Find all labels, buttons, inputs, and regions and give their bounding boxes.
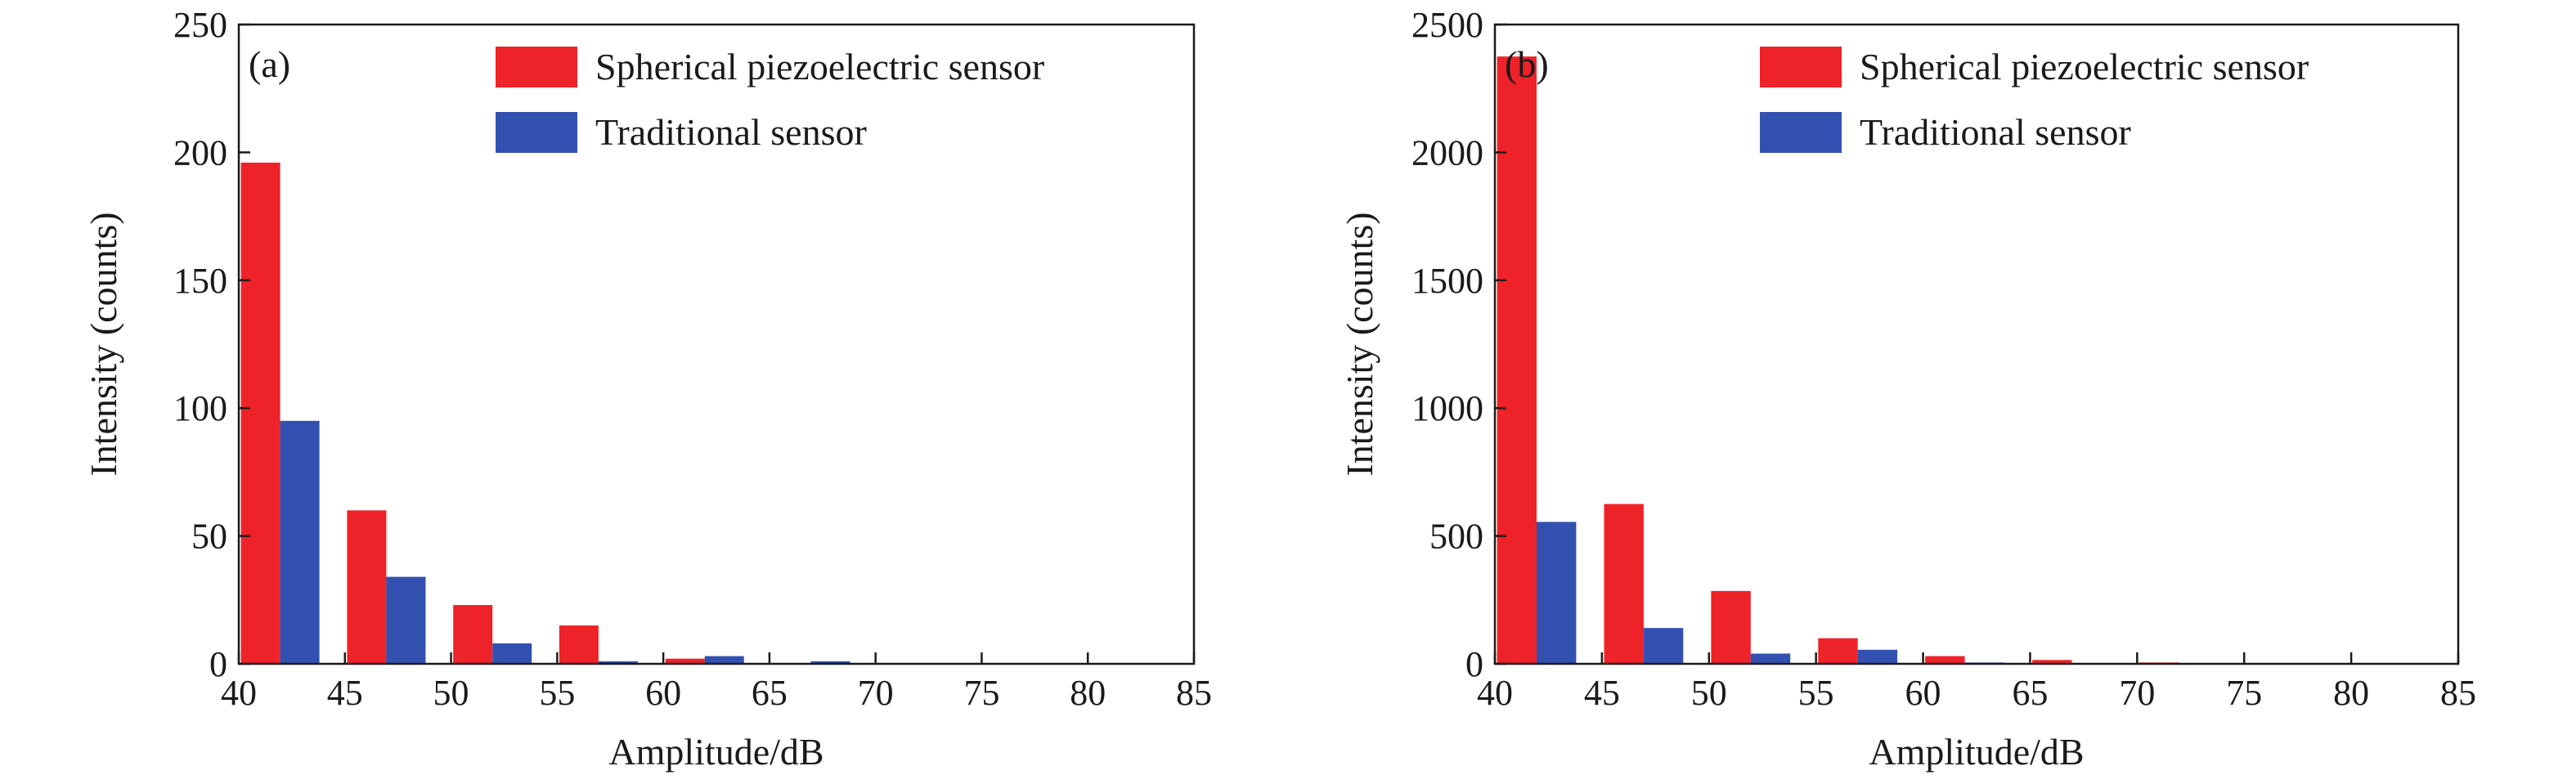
panel-a-bar-spherical-55: [559, 625, 599, 664]
panel-a-y-tick-label: 200: [173, 132, 227, 172]
panel-b-bar-spherical-45: [1604, 504, 1644, 665]
panel-a-x-tick-label: 65: [752, 673, 788, 713]
figure: 40 45 50 55 60 65 70 75 80 85050100150200250Ampli…: [0, 0, 2576, 784]
panel-b-x-tick-label: 80: [2333, 673, 2369, 713]
panel-b-x-tick-label: 50: [1691, 673, 1727, 713]
panel-b-bar-spherical-60: [1925, 656, 1964, 664]
panel-b-x-tick-label: 65: [2012, 673, 2048, 713]
panel-a-bar-spherical-40: [241, 163, 280, 664]
panel-a-x-tick-label: 60: [645, 673, 681, 713]
panel-a-bar-traditional-40: [280, 421, 320, 664]
panel-a-y-tick-label: 100: [173, 388, 227, 428]
panel-a-y-tick-label: 150: [173, 261, 227, 301]
panel-b-bar-traditional-55: [1858, 650, 1897, 664]
panel-b-x-tick-label: 70: [2119, 673, 2155, 713]
panel-b-x-tick-label: 60: [1905, 673, 1941, 713]
panel-a-x-tick-label: 55: [539, 673, 575, 713]
panel-b-legend-swatch-traditional: [1760, 112, 1842, 153]
panel-a-bar-traditional-45: [386, 577, 425, 664]
panel-a-bar-spherical-45: [347, 510, 386, 664]
panel-a-x-tick-label: 80: [1070, 673, 1106, 713]
panel-b-y-axis-title: Intensity (counts): [1339, 212, 1380, 476]
panel-b-y-tick-label: 500: [1429, 517, 1483, 557]
panel-b-y-tick-label: 0: [1465, 644, 1483, 684]
panel-a-y-tick-label: 50: [191, 517, 227, 557]
panel-a-x-tick-label: 45: [327, 673, 363, 713]
panel-b-y-tick-label: 1000: [1411, 388, 1483, 428]
panel-b-x-tick-label: 45: [1584, 673, 1620, 713]
panel-a-x-tick-label: 75: [963, 673, 999, 713]
panel-a-panel-label: (a): [249, 43, 290, 85]
panel-b-panel-label: (b): [1505, 43, 1549, 85]
panel-b-y-tick-label: 2500: [1411, 5, 1483, 45]
panel-b-legend-label-traditional: Traditional sensor: [1860, 111, 2131, 153]
panel-a-y-tick-label: 250: [173, 5, 227, 45]
panel-b: 40 45 50 55 60 65 70 75 80 8505001000150020002500…: [1339, 5, 2476, 773]
panel-b-x-tick-label: 85: [2440, 673, 2476, 713]
panel-a-x-tick-label: 85: [1176, 673, 1212, 713]
panel-b-bar-spherical-40: [1497, 56, 1537, 664]
panel-a-x-axis-title: Amplitude/dB: [608, 731, 824, 773]
panel-b-bar-traditional-40: [1537, 522, 1576, 664]
panel-b-legend-label-spherical: Spherical piezoelectric sensor: [1860, 46, 2309, 87]
panel-a-y-tick-label: 0: [209, 644, 227, 684]
panel-a-legend-swatch-traditional: [496, 112, 577, 153]
panel-a-legend-swatch-spherical: [496, 47, 577, 87]
panel-b-x-tick-label: 55: [1798, 673, 1834, 713]
panel-b-legend-swatch-spherical: [1760, 47, 1842, 87]
panel-b-bar-spherical-50: [1711, 591, 1750, 664]
panel-b-bar-traditional-50: [1751, 654, 1790, 665]
panel-a-bar-traditional-60: [705, 656, 744, 664]
panel-b-bar-spherical-55: [1818, 638, 1857, 664]
panel-b-x-axis-title: Amplitude/dB: [1869, 731, 2084, 773]
panel-b-x-tick-label: 75: [2226, 673, 2262, 713]
panel-a-x-tick-label: 70: [858, 673, 894, 713]
panel-b-y-tick-label: 1500: [1411, 261, 1483, 301]
panel-a-bar-spherical-50: [453, 605, 492, 664]
panel-a-y-axis-title: Intensity (counts): [83, 212, 124, 476]
panel-a-legend-label-traditional: Traditional sensor: [595, 111, 867, 153]
panel-a-legend-label-spherical: Spherical piezoelectric sensor: [595, 46, 1044, 87]
panel-b-y-tick-label: 2000: [1411, 132, 1483, 172]
panel-b-bar-traditional-45: [1644, 628, 1683, 664]
panel-a-x-tick-label: 50: [433, 673, 469, 713]
panel-a-bar-traditional-50: [492, 643, 532, 664]
panel-a: 40 45 50 55 60 65 70 75 80 85050100150200250Ampli…: [83, 5, 1212, 773]
